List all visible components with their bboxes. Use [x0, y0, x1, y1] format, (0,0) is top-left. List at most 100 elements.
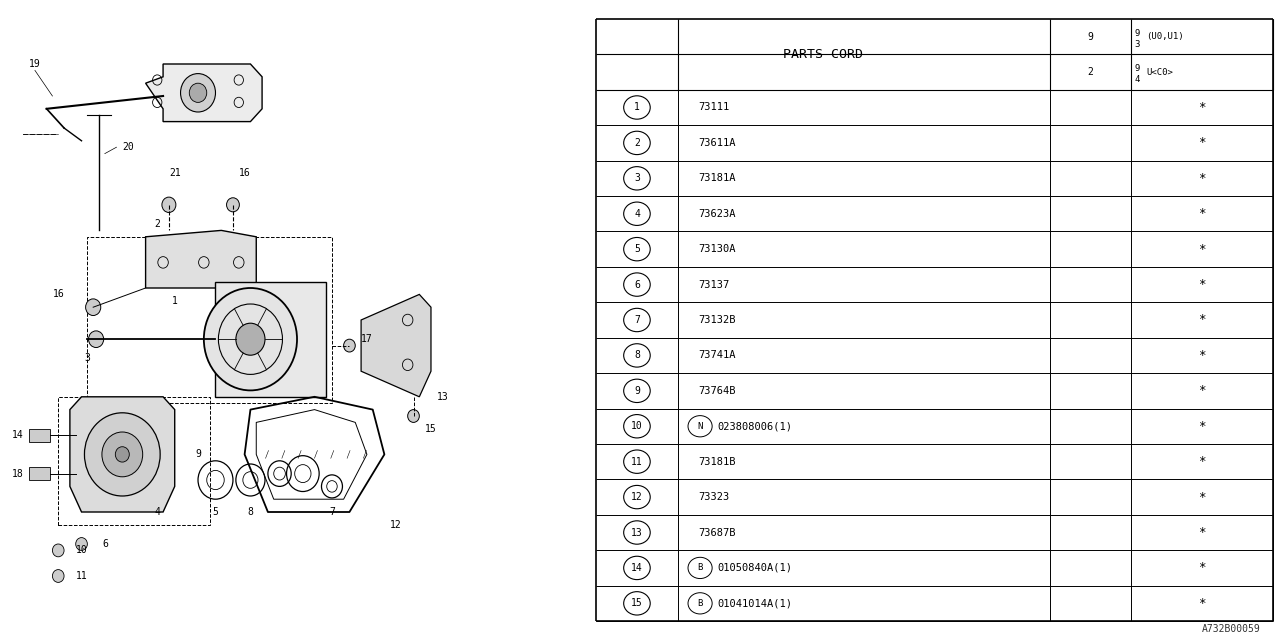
- Text: 9: 9: [1088, 31, 1093, 42]
- Text: 11: 11: [76, 571, 87, 581]
- Text: *: *: [1198, 101, 1206, 114]
- Text: N: N: [698, 422, 703, 431]
- Circle shape: [84, 413, 160, 496]
- Text: 3: 3: [1134, 40, 1139, 49]
- Text: *: *: [1198, 314, 1206, 326]
- Text: 9: 9: [1134, 29, 1139, 38]
- Text: 12: 12: [631, 492, 643, 502]
- Text: 4: 4: [155, 507, 160, 517]
- Text: 9: 9: [195, 449, 201, 460]
- Text: 73611A: 73611A: [699, 138, 736, 148]
- Circle shape: [236, 323, 265, 355]
- Text: B: B: [698, 563, 703, 572]
- Text: 2: 2: [155, 219, 160, 229]
- Text: 13: 13: [631, 527, 643, 538]
- Text: 73111: 73111: [699, 102, 730, 113]
- Text: 8: 8: [634, 351, 640, 360]
- Text: 73137: 73137: [699, 280, 730, 289]
- Text: 73764B: 73764B: [699, 386, 736, 396]
- Text: 023808006(1): 023808006(1): [718, 421, 792, 431]
- Text: 9: 9: [1134, 65, 1139, 74]
- Text: *: *: [1198, 597, 1206, 610]
- Polygon shape: [146, 230, 256, 288]
- Text: 6: 6: [102, 539, 108, 549]
- Text: 17: 17: [361, 334, 372, 344]
- Text: 20: 20: [123, 142, 134, 152]
- Text: B: B: [698, 599, 703, 608]
- Circle shape: [180, 74, 215, 112]
- Text: 10: 10: [76, 545, 87, 556]
- Text: *: *: [1198, 491, 1206, 504]
- Circle shape: [204, 288, 297, 390]
- Text: 14: 14: [12, 430, 23, 440]
- Circle shape: [102, 432, 142, 477]
- Text: *: *: [1198, 243, 1206, 255]
- Text: 6: 6: [634, 280, 640, 289]
- Text: *: *: [1198, 207, 1206, 220]
- Text: 7: 7: [329, 507, 335, 517]
- Text: 16: 16: [239, 168, 251, 178]
- Text: 15: 15: [631, 598, 643, 609]
- Text: 8: 8: [247, 507, 253, 517]
- Polygon shape: [361, 294, 431, 397]
- Text: 73132B: 73132B: [699, 315, 736, 325]
- Text: 73687B: 73687B: [699, 527, 736, 538]
- Polygon shape: [29, 429, 50, 442]
- Text: 3: 3: [84, 353, 91, 364]
- Polygon shape: [29, 467, 50, 480]
- Text: 4: 4: [634, 209, 640, 219]
- Text: *: *: [1198, 172, 1206, 185]
- Text: 16: 16: [52, 289, 64, 300]
- Text: 73741A: 73741A: [699, 351, 736, 360]
- Text: 14: 14: [631, 563, 643, 573]
- Text: 18: 18: [12, 468, 23, 479]
- Text: 5: 5: [634, 244, 640, 254]
- Text: 13: 13: [436, 392, 448, 402]
- Text: 73623A: 73623A: [699, 209, 736, 219]
- Text: 7: 7: [634, 315, 640, 325]
- Circle shape: [115, 447, 129, 462]
- Text: U<C0>: U<C0>: [1147, 68, 1174, 77]
- Circle shape: [189, 83, 207, 102]
- Circle shape: [52, 544, 64, 557]
- Text: A732B00059: A732B00059: [1202, 623, 1261, 634]
- Text: 19: 19: [29, 59, 41, 69]
- Text: 1: 1: [634, 102, 640, 113]
- Text: 11: 11: [631, 457, 643, 467]
- Text: *: *: [1198, 349, 1206, 362]
- Circle shape: [86, 299, 101, 316]
- Text: 73181A: 73181A: [699, 173, 736, 183]
- Polygon shape: [70, 397, 174, 512]
- Polygon shape: [215, 282, 326, 397]
- Text: *: *: [1198, 420, 1206, 433]
- Text: 73323: 73323: [699, 492, 730, 502]
- Text: *: *: [1198, 561, 1206, 575]
- Text: 73181B: 73181B: [699, 457, 736, 467]
- Text: 9: 9: [634, 386, 640, 396]
- Text: *: *: [1198, 136, 1206, 149]
- Text: 01041014A(1): 01041014A(1): [718, 598, 792, 609]
- Text: 2: 2: [634, 138, 640, 148]
- Text: (U0,U1): (U0,U1): [1147, 32, 1184, 41]
- Circle shape: [88, 331, 104, 348]
- Text: 15: 15: [425, 424, 436, 434]
- Polygon shape: [146, 64, 262, 122]
- Text: 01050840A(1): 01050840A(1): [718, 563, 792, 573]
- Circle shape: [407, 410, 420, 422]
- Text: *: *: [1198, 526, 1206, 539]
- Circle shape: [52, 570, 64, 582]
- Text: *: *: [1198, 455, 1206, 468]
- Circle shape: [343, 339, 356, 352]
- Text: 4: 4: [1134, 75, 1139, 84]
- Text: 2: 2: [1088, 67, 1093, 77]
- Text: PARTS CORD: PARTS CORD: [783, 48, 863, 61]
- Text: 1: 1: [172, 296, 178, 306]
- Text: *: *: [1198, 278, 1206, 291]
- Circle shape: [227, 198, 239, 212]
- Text: *: *: [1198, 385, 1206, 397]
- Text: 5: 5: [212, 507, 219, 517]
- Text: 3: 3: [634, 173, 640, 183]
- Text: 73130A: 73130A: [699, 244, 736, 254]
- Circle shape: [161, 197, 175, 212]
- Text: 12: 12: [390, 520, 402, 530]
